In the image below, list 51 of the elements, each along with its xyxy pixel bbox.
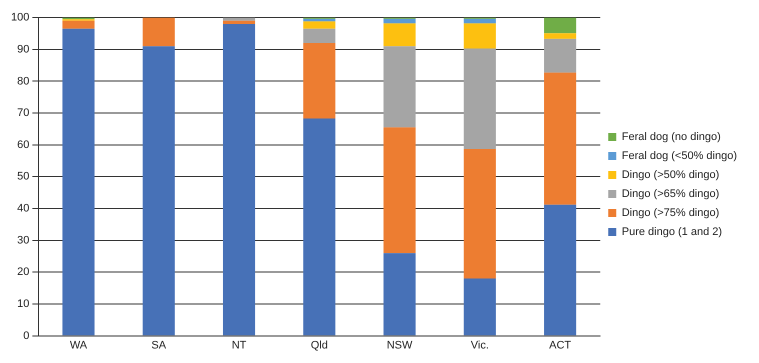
bar (544, 204, 576, 336)
bar (384, 46, 416, 128)
bar (384, 253, 416, 336)
bar (222, 24, 256, 336)
bar (464, 23, 496, 48)
bar (464, 149, 496, 279)
legend-label: Dingo (>75% dingo) (622, 207, 720, 220)
bar (303, 43, 336, 118)
x-tick-label: SA (151, 339, 167, 352)
y-tick-label: 30 (17, 234, 30, 246)
bar (384, 23, 416, 46)
legend-label: Pure dingo (1 and 2) (622, 226, 722, 238)
y-tick-label: 20 (17, 266, 30, 278)
bar (384, 18, 416, 24)
bar (464, 18, 496, 24)
x-tick-label: ACT (549, 339, 572, 352)
legend-label: Feral dog (no dingo) (622, 131, 721, 144)
x-tick-label: NSW (386, 339, 414, 352)
legend-label: Feral dog (<50% dingo) (622, 150, 737, 162)
bar (464, 48, 496, 150)
bar (544, 72, 576, 205)
bar (464, 278, 496, 336)
y-tick-label: 60 (17, 138, 30, 151)
y-tick-label: 70 (17, 107, 30, 120)
y-tick-label: 40 (17, 202, 30, 215)
x-tick-label: WA (70, 339, 88, 352)
bar (544, 18, 576, 34)
y-tick-label: 100 (10, 12, 30, 24)
bar (62, 20, 95, 29)
legend-label: Dingo (>50% dingo) (622, 169, 720, 182)
bar (544, 38, 576, 73)
bar (222, 18, 256, 21)
y-tick-label: 50 (17, 170, 30, 183)
bar (384, 127, 416, 254)
bar (303, 21, 336, 29)
bar (544, 33, 576, 39)
bar (222, 20, 256, 24)
x-tick-label: NT (232, 339, 247, 352)
y-tick-label: 10 (17, 298, 30, 310)
bar (303, 118, 336, 336)
bar (303, 18, 336, 22)
legend-label: Dingo (>65% dingo) (622, 188, 720, 200)
x-tick-label: Vic. (470, 339, 489, 352)
y-tick-label: 0 (23, 330, 30, 342)
y-tick-label: 80 (17, 75, 30, 88)
bar (62, 28, 95, 336)
x-tick-label: Qld (310, 339, 328, 352)
bar (142, 18, 175, 46)
y-tick-label: 90 (17, 43, 30, 56)
bar (303, 28, 336, 44)
bar (142, 46, 175, 336)
